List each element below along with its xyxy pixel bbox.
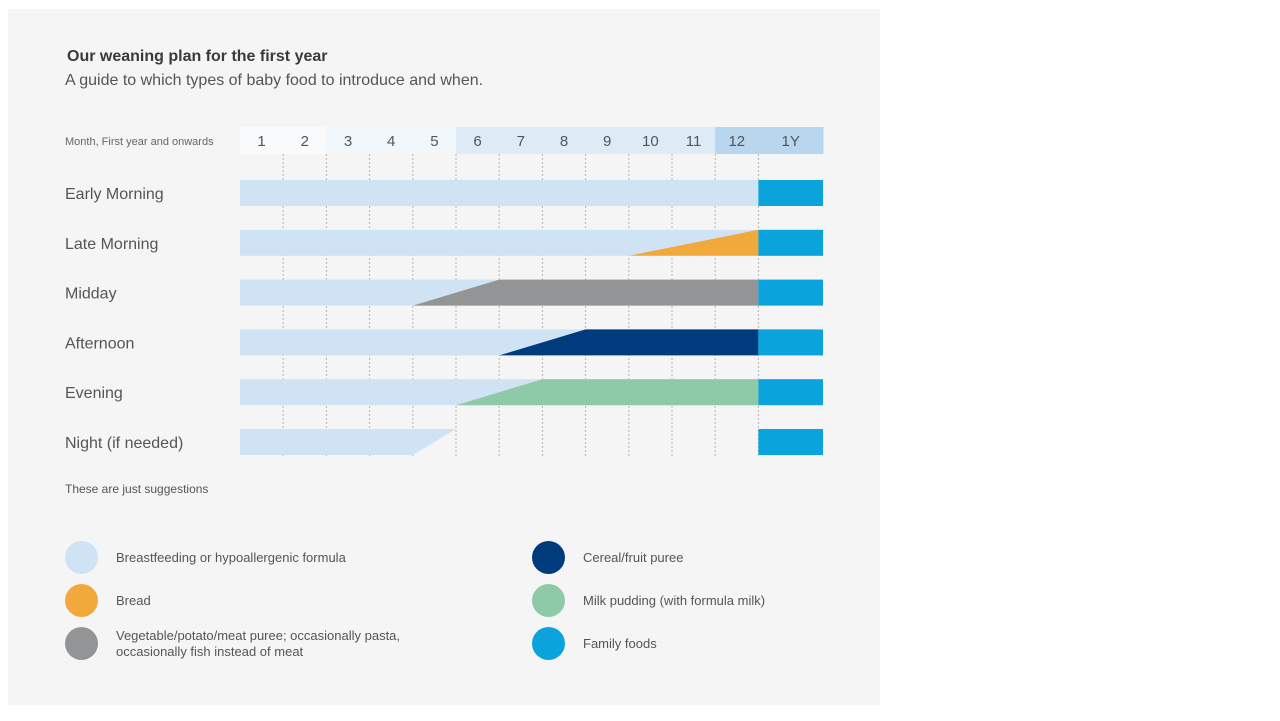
period-cell bbox=[628, 127, 673, 154]
row-label: Night (if needed) bbox=[65, 435, 183, 452]
row-label: Evening bbox=[65, 385, 123, 402]
page-subtitle: A guide to which types of baby food to i… bbox=[65, 72, 484, 89]
milk-pudding-ramp bbox=[456, 379, 759, 406]
period-label: 4 bbox=[387, 133, 395, 150]
family-foods-bar bbox=[758, 329, 823, 356]
page-title: Our weaning plan for the first year bbox=[67, 48, 328, 65]
period-label: 9 bbox=[603, 133, 611, 150]
period-cell bbox=[240, 127, 284, 154]
legend-label: Vegetable/potato/meat puree; occasionall… bbox=[116, 627, 401, 659]
period-cell bbox=[412, 127, 457, 154]
period-cell bbox=[715, 127, 759, 154]
period-label: 8 bbox=[560, 133, 568, 150]
bread-ramp bbox=[628, 229, 759, 256]
row-label: Afternoon bbox=[65, 335, 134, 352]
period-label: 11 bbox=[686, 133, 702, 150]
period-cell bbox=[585, 127, 630, 154]
period-cell bbox=[758, 127, 824, 154]
period-label: 12 bbox=[728, 133, 745, 150]
period-label: 7 bbox=[517, 133, 525, 150]
row-label: Early Morning bbox=[65, 186, 164, 203]
family-foods-bar bbox=[758, 229, 823, 256]
legend-item-milk-pudding: Milk pudding (with formula milk) bbox=[532, 584, 943, 617]
family-foods-bar bbox=[758, 379, 823, 406]
legend-swatch bbox=[532, 584, 565, 617]
legend-item-family: Family foods bbox=[532, 627, 943, 660]
legend-label: Bread bbox=[116, 592, 151, 608]
weaning-timeline-diagram: Month, First year and onwards 1 2 3 4 5 6 7 8 9 10… bbox=[65, 127, 824, 458]
period-label: 3 bbox=[344, 133, 352, 150]
period-label: 2 bbox=[301, 133, 309, 150]
legend-item-breastfeeding: Breastfeeding or hypoallergenic formula bbox=[65, 541, 476, 574]
axis-title: Month, First year and onwards bbox=[65, 136, 214, 148]
period-cell bbox=[499, 127, 543, 154]
legend-label: Family foods bbox=[583, 635, 657, 651]
period-label: 1Y bbox=[782, 133, 800, 150]
period-label: 1 bbox=[257, 133, 265, 150]
legend-swatch bbox=[65, 627, 98, 660]
family-foods-bar bbox=[758, 180, 823, 206]
period-cell bbox=[326, 127, 371, 154]
row-label: Late Morning bbox=[65, 236, 158, 253]
legend-label: Breastfeeding or hypoallergenic formula bbox=[116, 549, 346, 565]
period-label: 5 bbox=[430, 133, 438, 150]
legend-label: Milk pudding (with formula milk) bbox=[583, 592, 766, 608]
legend-swatch bbox=[532, 627, 565, 660]
period-label: 6 bbox=[473, 133, 481, 150]
weaning-plan-card bbox=[8, 9, 880, 705]
period-cell bbox=[672, 127, 716, 154]
period-cell bbox=[369, 127, 414, 154]
legend-swatch bbox=[65, 541, 98, 574]
breastfeeding-bar bbox=[240, 180, 759, 206]
period-cell bbox=[283, 127, 327, 154]
legend-item-vegetable: Vegetable/potato/meat puree; occasionall… bbox=[65, 627, 476, 660]
suggestion-note: These are just suggestions bbox=[65, 482, 209, 496]
legend-item-cereal: Cereal/fruit puree bbox=[532, 541, 943, 574]
cereal-ramp bbox=[499, 329, 759, 356]
legend-item-bread: Bread bbox=[65, 584, 476, 617]
legend-swatch bbox=[532, 541, 565, 574]
breastfeeding-taper-bar bbox=[240, 429, 456, 455]
period-label: 10 bbox=[642, 133, 659, 150]
family-foods-bar bbox=[758, 429, 823, 455]
row-label: Midday bbox=[65, 286, 117, 303]
family-foods-bar bbox=[758, 279, 823, 306]
legend-label: Cereal/fruit puree bbox=[583, 549, 684, 565]
legend-swatch bbox=[65, 584, 98, 617]
vegetable-ramp bbox=[412, 279, 759, 306]
period-cell bbox=[456, 127, 500, 154]
period-cell bbox=[542, 127, 587, 154]
